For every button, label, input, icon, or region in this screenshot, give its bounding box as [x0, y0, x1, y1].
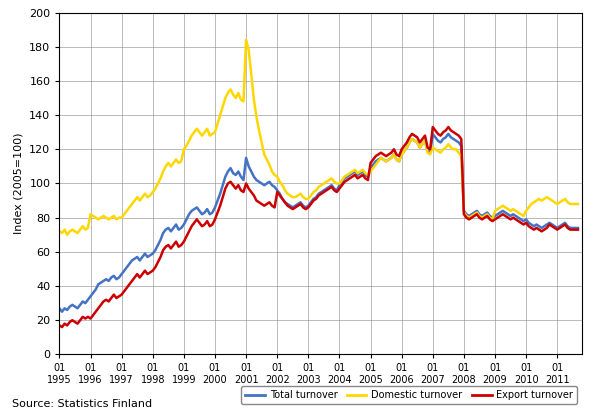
Domestic turnover [250, 97, 257, 102]
Total turnover [248, 169, 255, 174]
Export turnover [276, 193, 283, 198]
Total turnover [105, 279, 112, 284]
Total turnover [56, 306, 63, 311]
Export turnover [574, 227, 582, 232]
Domestic turnover [56, 229, 63, 234]
Line: Export turnover: Export turnover [59, 127, 578, 327]
Domestic turnover [64, 232, 71, 237]
Export turnover [429, 125, 437, 130]
Line: Domestic turnover: Domestic turnover [59, 40, 578, 235]
Domestic turnover [279, 183, 286, 188]
Export turnover [61, 321, 68, 326]
Export turnover [105, 299, 112, 304]
Total turnover [536, 224, 543, 229]
Domestic turnover [574, 201, 582, 206]
Domestic turnover [105, 217, 112, 222]
Legend: Total turnover, Domestic turnover, Export turnover: Total turnover, Domestic turnover, Expor… [241, 386, 577, 404]
Total turnover [574, 226, 582, 231]
Domestic turnover [536, 196, 543, 201]
Export turnover [339, 183, 346, 188]
Domestic turnover [242, 38, 249, 43]
Total turnover [276, 191, 283, 196]
Export turnover [248, 189, 255, 194]
Total turnover [61, 306, 68, 311]
Total turnover [429, 131, 437, 136]
Total turnover [339, 179, 346, 184]
Total turnover [58, 309, 65, 314]
Export turnover [58, 324, 65, 329]
Domestic turnover [341, 174, 348, 179]
Text: Source: Statistics Finland: Source: Statistics Finland [12, 399, 152, 409]
Line: Total turnover: Total turnover [59, 134, 578, 312]
Y-axis label: Index (2005=100): Index (2005=100) [14, 133, 24, 234]
Export turnover [56, 323, 63, 328]
Export turnover [536, 227, 543, 232]
Domestic turnover [58, 231, 65, 236]
